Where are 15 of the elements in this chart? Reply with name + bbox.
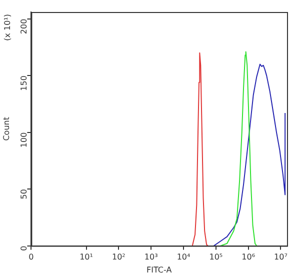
- y-tick-label: 50: [19, 189, 28, 200]
- x-tick-label: 10¹: [80, 252, 93, 262]
- y-tick-label: 0: [19, 246, 28, 251]
- y-tick-label: 100: [19, 132, 28, 148]
- x-tick-label: 10⁵: [209, 252, 223, 262]
- x-tick-label: 10³: [144, 252, 158, 262]
- y-tick-label: 150: [19, 76, 28, 91]
- y-axis-title: Count: [2, 117, 11, 141]
- x-tick-label: 10²: [112, 252, 126, 262]
- y-tick-label: 200: [19, 18, 28, 34]
- text: (x 10¹): [3, 14, 12, 41]
- x-axis-title: FITC-A: [146, 265, 172, 274]
- x-tick-label: 10⁶: [242, 252, 256, 262]
- x-tick-label: 10⁷: [274, 252, 288, 262]
- x-tick-label: 10⁴: [176, 252, 190, 262]
